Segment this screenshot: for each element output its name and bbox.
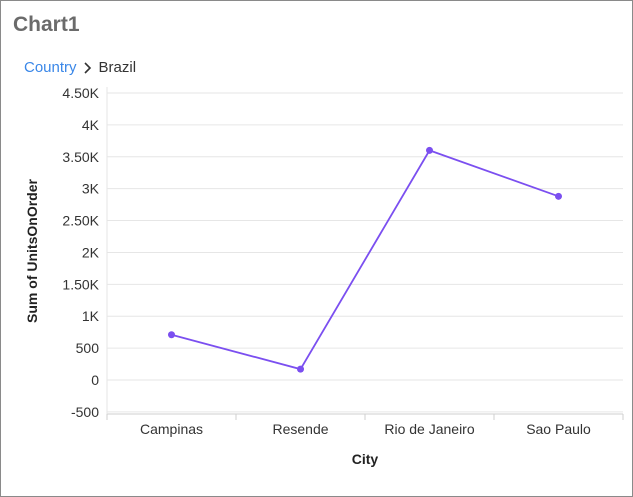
data-point[interactable]: [297, 365, 304, 373]
y-axis-title: Sum of UnitsOnOrder: [24, 179, 40, 323]
y-tick-label: 3K: [82, 181, 100, 197]
data-point[interactable]: [426, 146, 433, 154]
y-tick-label: 3.50K: [62, 149, 99, 165]
y-tick-label: -500: [71, 404, 99, 420]
series-layer: [168, 146, 562, 373]
breadcrumb: Country Brazil: [24, 59, 136, 76]
series-line: [171, 149, 559, 371]
y-axis-tick-labels: 4.50K 4K 3.50K 3K 2.50K 2K 1.50K 1K 500 0 -500: [62, 85, 99, 420]
x-axis: Campinas Resende Rio de Janeiro Sao Paulo: [106, 87, 624, 437]
y-tick-label: 4.50K: [62, 85, 99, 101]
y-tick-label: 500: [76, 340, 100, 356]
y-tick-label: 2.50K: [62, 213, 99, 229]
x-tick-label: Rio de Janeiro: [384, 421, 474, 437]
chevron-right-icon: [83, 61, 93, 74]
breadcrumb-current: Brazil: [98, 59, 137, 76]
y-tick-label: 0: [91, 372, 99, 388]
y-tick-label: 1.50K: [62, 276, 99, 292]
y-tick-label: 4K: [82, 117, 100, 133]
x-tick-label: Sao Paulo: [526, 421, 591, 437]
data-point[interactable]: [555, 192, 562, 200]
y-tick-label: 2K: [82, 244, 100, 260]
breadcrumb-link-country[interactable]: Country: [24, 59, 77, 76]
x-tick-label: Resende: [272, 421, 328, 437]
y-tick-label: 1K: [82, 308, 100, 324]
data-point[interactable]: [168, 331, 175, 339]
gridlines: [107, 92, 623, 413]
x-axis-title: City: [352, 451, 379, 467]
chart-title: Chart1: [13, 13, 80, 36]
x-tick-label: Campinas: [140, 421, 203, 437]
